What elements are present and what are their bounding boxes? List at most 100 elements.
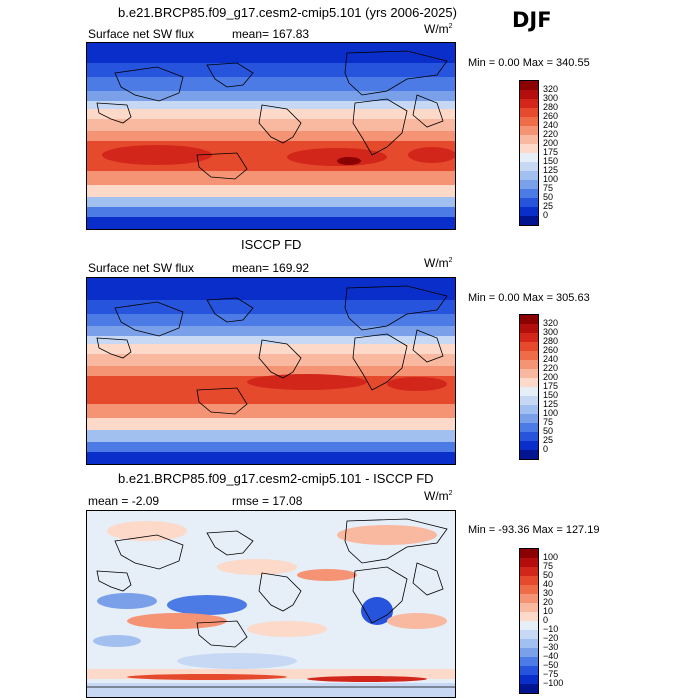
colorbar-swatch bbox=[519, 576, 539, 585]
colorbar-swatch bbox=[519, 90, 539, 99]
colorbar-label: 200 bbox=[543, 372, 559, 382]
colorbar-swatch bbox=[519, 180, 539, 189]
colorbar-swatch bbox=[519, 360, 539, 369]
colorbar-label: 50 bbox=[543, 426, 554, 436]
colorbar-label: 200 bbox=[543, 138, 559, 148]
colorbar-label: 50 bbox=[543, 570, 554, 580]
colorbar-swatch bbox=[519, 171, 539, 180]
panel-2-map bbox=[86, 277, 456, 465]
colorbar-swatch bbox=[519, 126, 539, 135]
colorbar-swatch bbox=[519, 548, 539, 558]
colorbar-label: −50 bbox=[543, 660, 559, 670]
panel-2-colorbar: 320 300 280 260 240 220 200 175 150 125 … bbox=[519, 314, 579, 460]
colorbar-swatch bbox=[519, 378, 539, 387]
colorbar-label: 150 bbox=[543, 156, 559, 166]
colorbar-swatch bbox=[519, 432, 539, 441]
colorbar-label: 75 bbox=[543, 561, 554, 571]
colorbar-label: 25 bbox=[543, 201, 554, 211]
colorbar-swatch bbox=[519, 189, 539, 198]
colorbar-label: 150 bbox=[543, 390, 559, 400]
colorbar-swatch bbox=[519, 423, 539, 432]
panel-1-mean-label: mean= 167.83 bbox=[232, 27, 310, 41]
panel-1-colorbar: 320 300 280 260 240 220 200 175 150 125 … bbox=[519, 80, 579, 226]
colorbar-swatch bbox=[519, 648, 539, 657]
panel-1-variable-label: Surface net SW flux bbox=[88, 27, 195, 41]
colorbar-swatch bbox=[519, 675, 539, 684]
colorbar-label: 10 bbox=[543, 606, 554, 616]
colorbar-label: 125 bbox=[543, 399, 559, 409]
colorbar-swatch bbox=[519, 603, 539, 612]
colorbar-swatch bbox=[519, 558, 539, 567]
colorbar-swatch bbox=[519, 387, 539, 396]
colorbar-label: 50 bbox=[543, 192, 554, 202]
colorbar-swatch bbox=[519, 450, 539, 460]
colorbar-label: 320 bbox=[543, 84, 559, 94]
colorbar-label: 280 bbox=[543, 336, 559, 346]
colorbar-swatch bbox=[519, 342, 539, 351]
colorbar-label: 75 bbox=[543, 417, 554, 427]
colorbar-swatch bbox=[519, 666, 539, 675]
colorbar-swatch bbox=[519, 80, 539, 90]
colorbar-label: 260 bbox=[543, 111, 559, 121]
panel-1-minmax: Min = 0.00 Max = 340.55 bbox=[468, 57, 590, 69]
panel-3-title: b.e21.BRCP85.f09_g17.cesm2-cmip5.101 - I… bbox=[118, 471, 434, 486]
colorbar-label: −75 bbox=[543, 669, 559, 679]
colorbar-label: 240 bbox=[543, 354, 559, 364]
panel-1-title: b.e21.BRCP85.f09_g17.cesm2-cmip5.101 (yr… bbox=[118, 5, 457, 20]
colorbar-label: 320 bbox=[543, 318, 559, 328]
colorbar-label: 175 bbox=[543, 381, 559, 391]
colorbar-swatch bbox=[519, 162, 539, 171]
colorbar-swatch bbox=[519, 612, 539, 621]
panel-1-units: W/m2 bbox=[424, 22, 453, 36]
panel-3-units: W/m2 bbox=[424, 489, 453, 503]
colorbar-swatch bbox=[519, 639, 539, 648]
colorbar-swatch bbox=[519, 216, 539, 226]
colorbar-label: 280 bbox=[543, 102, 559, 112]
colorbar-label: 100 bbox=[543, 408, 559, 418]
colorbar-swatch bbox=[519, 657, 539, 666]
colorbar-label: 0 bbox=[543, 210, 549, 220]
panel-2-mean-label: mean= 169.92 bbox=[232, 261, 310, 275]
colorbar-label: −40 bbox=[543, 651, 559, 661]
colorbar-swatch bbox=[519, 333, 539, 342]
colorbar-swatch bbox=[519, 414, 539, 423]
panel-2-variable-label: Surface net SW flux bbox=[88, 261, 195, 275]
colorbar-swatch bbox=[519, 117, 539, 126]
colorbar-swatch bbox=[519, 585, 539, 594]
colorbar-swatch bbox=[519, 396, 539, 405]
colorbar-label: 100 bbox=[543, 174, 559, 184]
panel-3-minmax: Min = -93.36 Max = 127.19 bbox=[468, 524, 600, 536]
colorbar-swatch bbox=[519, 684, 539, 694]
colorbar-swatch bbox=[519, 621, 539, 630]
colorbar-label: 220 bbox=[543, 129, 559, 139]
colorbar-label: 25 bbox=[543, 435, 554, 445]
colorbar-swatch bbox=[519, 153, 539, 162]
colorbar-label: 20 bbox=[543, 597, 554, 607]
colorbar-swatch bbox=[519, 351, 539, 360]
colorbar-label: −100 bbox=[543, 678, 564, 688]
colorbar-label: 300 bbox=[543, 93, 559, 103]
colorbar-label: 40 bbox=[543, 579, 554, 589]
panel-3-rmse-label: rmse = 17.08 bbox=[232, 494, 303, 508]
colorbar-label: −30 bbox=[543, 642, 559, 652]
colorbar-swatch bbox=[519, 630, 539, 639]
colorbar-label: 100 bbox=[543, 552, 559, 562]
colorbar-label: 220 bbox=[543, 363, 559, 373]
colorbar-label: 260 bbox=[543, 345, 559, 355]
colorbar-swatch bbox=[519, 594, 539, 603]
colorbar-label: 0 bbox=[543, 444, 549, 454]
colorbar-swatch bbox=[519, 99, 539, 108]
colorbar-swatch bbox=[519, 108, 539, 117]
colorbar-label: 30 bbox=[543, 588, 554, 598]
panel-3-colorbar: 100 75 50 40 30 20 10 0 −10 −20 −30 −40 … bbox=[519, 548, 589, 694]
colorbar-label: 75 bbox=[543, 183, 554, 193]
colorbar-label: −20 bbox=[543, 633, 559, 643]
colorbar-swatch bbox=[519, 405, 539, 414]
colorbar-swatch bbox=[519, 198, 539, 207]
colorbar-swatch bbox=[519, 135, 539, 144]
colorbar-label: −10 bbox=[543, 624, 559, 634]
colorbar-swatch bbox=[519, 441, 539, 450]
season-label: DJF bbox=[512, 8, 552, 32]
colorbar-swatch bbox=[519, 314, 539, 324]
colorbar-label: 125 bbox=[543, 165, 559, 175]
